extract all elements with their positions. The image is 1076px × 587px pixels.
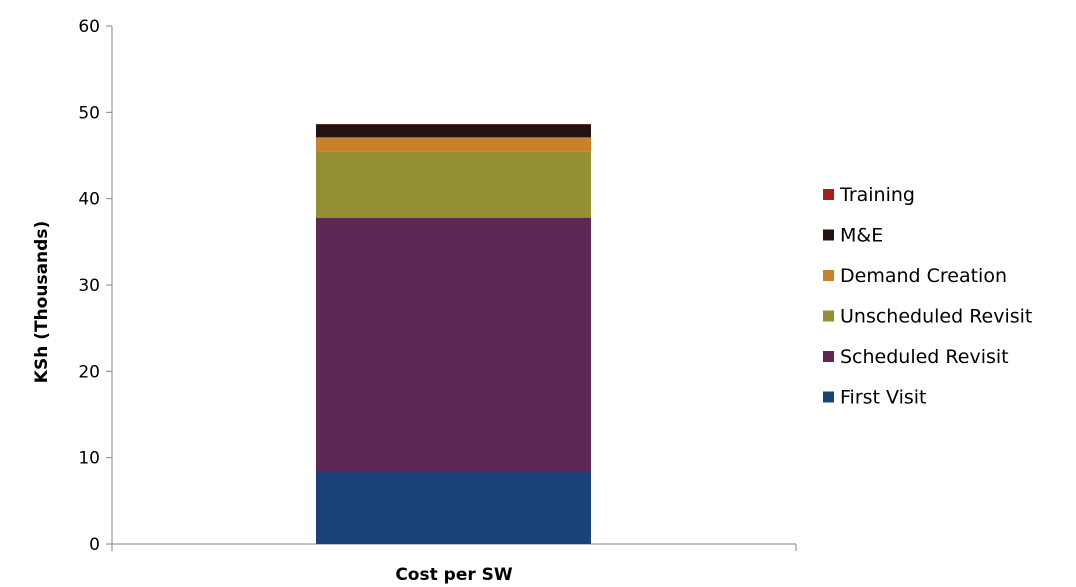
bar-segment-scheduled-revisit bbox=[316, 217, 591, 472]
legend-item-scheduled-revisit: Scheduled Revisit bbox=[823, 346, 1009, 368]
legend-item-training: Training bbox=[823, 184, 915, 206]
legend-swatch bbox=[823, 310, 834, 322]
y-axis-title: KSh (Thousands) bbox=[32, 221, 52, 383]
legend: Training M&E Demand Creation Unscheduled Re… bbox=[823, 184, 1032, 409]
bar-segment-demand-creation bbox=[316, 137, 591, 152]
y-tick-label: 0 bbox=[89, 535, 100, 555]
legend-label: Training bbox=[839, 184, 915, 206]
legend-swatch bbox=[823, 351, 834, 362]
legend-swatch bbox=[823, 391, 834, 403]
x-axis-category-label: Cost per SW bbox=[395, 565, 513, 585]
legend-swatch bbox=[823, 189, 834, 200]
legend-item-first-visit: First Visit bbox=[823, 387, 927, 409]
y-tick-label: 60 bbox=[78, 17, 100, 37]
x-axis bbox=[111, 543, 797, 551]
y-tick-label: 50 bbox=[78, 103, 100, 123]
y-tick-label: 30 bbox=[78, 276, 100, 296]
y-tick-label: 40 bbox=[78, 190, 100, 210]
y-tick-label: 10 bbox=[78, 449, 100, 469]
y-tick-label: 20 bbox=[78, 362, 100, 382]
y-axis: 0 10 20 30 40 50 60 bbox=[78, 17, 113, 555]
legend-label: Scheduled Revisit bbox=[840, 346, 1009, 368]
legend-item-unscheduled-revisit: Unscheduled Revisit bbox=[823, 306, 1032, 328]
legend-label: First Visit bbox=[840, 387, 927, 409]
bar-segment-first-visit bbox=[316, 471, 591, 544]
bar-segment-unscheduled-revisit bbox=[316, 151, 591, 218]
bars bbox=[316, 123, 591, 544]
legend-item-m-e: M&E bbox=[823, 225, 883, 247]
legend-label: Unscheduled Revisit bbox=[840, 306, 1032, 328]
legend-label: M&E bbox=[840, 225, 883, 247]
legend-swatch bbox=[823, 270, 834, 281]
legend-swatch bbox=[823, 229, 834, 241]
bar-segment-m-e bbox=[316, 124, 591, 138]
legend-label: Demand Creation bbox=[840, 265, 1007, 287]
legend-item-demand-creation: Demand Creation bbox=[823, 265, 1007, 287]
